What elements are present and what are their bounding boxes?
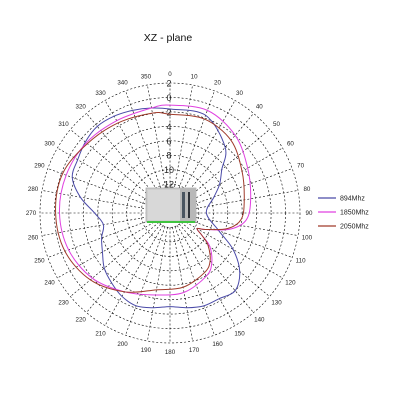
angle-tick-label: 330 bbox=[95, 90, 106, 97]
radial-tick-label: 4 bbox=[166, 122, 171, 132]
radial-tick-label: 2 bbox=[166, 79, 171, 89]
angle-tick-label: 140 bbox=[254, 317, 265, 324]
radial-tick-labels: 202468101214 bbox=[164, 79, 174, 205]
angle-tick-label: 120 bbox=[285, 280, 296, 287]
device-image bbox=[145, 187, 197, 223]
angle-tick-label: 130 bbox=[271, 300, 282, 307]
angle-tick-label: 70 bbox=[297, 163, 304, 170]
device-base-line bbox=[147, 221, 195, 223]
angle-tick-label: 150 bbox=[234, 331, 245, 338]
angle-tick-label: 350 bbox=[141, 73, 152, 80]
grid-ring bbox=[140, 183, 200, 243]
device-antenna-strip bbox=[182, 192, 185, 218]
grid-spoke bbox=[179, 223, 254, 313]
angle-tick-label: 40 bbox=[256, 104, 263, 111]
grid-spoke bbox=[172, 84, 193, 199]
angle-tick-label: 320 bbox=[76, 104, 87, 111]
series-line bbox=[58, 104, 252, 296]
grid-spoke bbox=[147, 84, 168, 199]
grid-spoke bbox=[147, 227, 168, 342]
grid-spoke bbox=[183, 168, 293, 209]
angle-tick-label: 20 bbox=[214, 80, 221, 87]
device-edge-strip bbox=[188, 192, 190, 218]
grid-spoke bbox=[57, 219, 158, 279]
radial-tick-label: 8 bbox=[166, 151, 171, 161]
grid-spoke bbox=[41, 215, 156, 236]
grid-spoke bbox=[180, 129, 270, 204]
radial-tick-label: 6 bbox=[166, 136, 171, 146]
angle-tick-label: 240 bbox=[44, 280, 55, 287]
angle-tick-label: 260 bbox=[28, 234, 39, 241]
series-curves bbox=[55, 104, 252, 309]
legend-label: 894Mhz bbox=[340, 196, 365, 203]
grid-spoke bbox=[172, 227, 193, 342]
angle-tick-label: 250 bbox=[34, 258, 45, 265]
angle-tick-label: 310 bbox=[58, 121, 69, 128]
angle-tick-label: 10 bbox=[191, 73, 198, 80]
grid-spoke bbox=[174, 90, 215, 200]
grid-ring bbox=[111, 154, 229, 272]
grid-spoke bbox=[70, 222, 160, 297]
angle-tick-label: 270 bbox=[26, 210, 37, 217]
device-face bbox=[148, 190, 180, 220]
grid-spoke bbox=[180, 222, 270, 297]
grid-spoke bbox=[184, 215, 299, 236]
chart-title: XZ - plane bbox=[144, 32, 193, 44]
radial-tick-label: 0 bbox=[166, 93, 171, 103]
angle-tick-label: 170 bbox=[189, 347, 200, 354]
legend-label: 1850Mhz bbox=[340, 210, 369, 217]
angle-tick-label: 210 bbox=[95, 331, 106, 338]
grid-spoke bbox=[86, 223, 161, 313]
angle-tick-label: 190 bbox=[141, 347, 152, 354]
grid-ring bbox=[39, 82, 301, 344]
angle-tick-label: 300 bbox=[44, 141, 55, 148]
angle-tick-label: 80 bbox=[303, 186, 310, 193]
angle-tick-label: 100 bbox=[302, 234, 313, 241]
radial-tick-label: 12 bbox=[164, 180, 174, 190]
angle-tick-label: 180 bbox=[165, 349, 176, 356]
angle-tick-label: 220 bbox=[76, 317, 87, 324]
angle-tick-label: 110 bbox=[296, 258, 306, 265]
grid-spoke bbox=[125, 226, 166, 336]
grid-spoke bbox=[104, 225, 164, 326]
grid-spoke bbox=[104, 100, 164, 201]
angle-tick-label: 160 bbox=[212, 341, 223, 348]
grid-spoke bbox=[86, 113, 161, 203]
angle-tick-label: 30 bbox=[236, 90, 243, 97]
grid-spoke bbox=[184, 190, 299, 211]
series-line bbox=[55, 112, 245, 293]
legend-label: 2050Mhz bbox=[340, 224, 369, 231]
angle-tick-label: 340 bbox=[117, 80, 128, 87]
angle-tick-label: 280 bbox=[28, 186, 39, 193]
grid-spoke bbox=[47, 217, 157, 258]
grid-spoke bbox=[125, 90, 166, 200]
grid-spoke bbox=[176, 225, 236, 326]
angle-tick-label: 0 bbox=[168, 71, 172, 78]
legend: 894Mhz 1850Mhz 2050Mhz bbox=[318, 196, 369, 231]
grid-ring bbox=[68, 111, 272, 315]
angle-tick-labels: 0 102030405060708090100110120130140150160… bbox=[26, 71, 313, 356]
angle-tick-label: 50 bbox=[273, 121, 280, 128]
angle-tick-label: 200 bbox=[117, 341, 128, 348]
grid-spoke bbox=[182, 147, 283, 207]
radial-tick-label: 10 bbox=[164, 165, 174, 175]
angle-tick-label: 60 bbox=[287, 141, 294, 148]
polar-grid bbox=[39, 82, 301, 344]
angle-tick-label: 90 bbox=[306, 210, 313, 217]
grid-spoke bbox=[183, 217, 293, 258]
angle-tick-label: 290 bbox=[34, 163, 45, 170]
angle-tick-label: 230 bbox=[58, 300, 69, 307]
radial-tick-label: 2 bbox=[166, 107, 171, 117]
grid-spoke bbox=[176, 100, 236, 201]
grid-spoke bbox=[179, 113, 254, 203]
